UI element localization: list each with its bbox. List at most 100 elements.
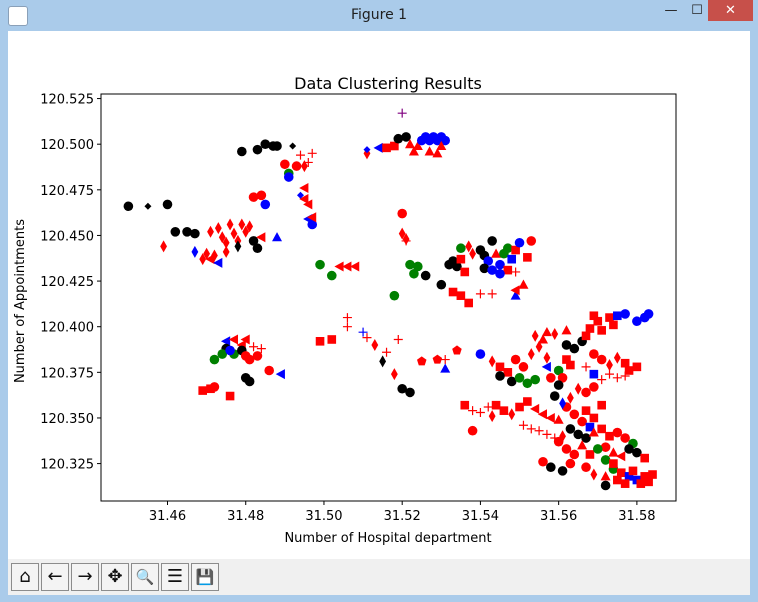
data-point [510, 354, 521, 365]
data-point [409, 268, 419, 279]
data-point [503, 368, 513, 377]
close-button[interactable]: ✕ [708, 0, 753, 21]
data-point [608, 447, 619, 457]
data-point [488, 410, 496, 423]
data-point [609, 459, 618, 468]
data-point [648, 470, 657, 479]
data-point [597, 400, 606, 410]
data-point [495, 259, 505, 270]
data-point [499, 406, 509, 415]
data-point [569, 343, 580, 354]
data-point [518, 279, 529, 289]
data-point [523, 397, 532, 406]
data-point [307, 212, 317, 223]
data-point [220, 336, 231, 347]
data-point [589, 413, 599, 423]
data-point [541, 326, 552, 337]
data-point [605, 369, 615, 379]
data-point [605, 431, 614, 441]
data-point [264, 365, 274, 376]
data-point [553, 436, 564, 447]
data-point [613, 311, 622, 321]
data-point [581, 362, 591, 372]
save-icon: 💾 [195, 568, 215, 586]
data-point [628, 466, 638, 476]
pan-icon: ✥ [107, 566, 123, 587]
data-point [600, 480, 611, 491]
subplots-button[interactable]: ☰ [161, 563, 189, 591]
y-axis-label: Number of Appointments [13, 219, 28, 383]
home-button[interactable]: ⌂ [11, 563, 39, 591]
data-point [522, 378, 533, 389]
data-point [405, 387, 415, 398]
save-button[interactable]: 💾 [191, 563, 219, 591]
data-point [401, 132, 411, 142]
data-point [275, 369, 285, 380]
forward-icon: → [77, 566, 93, 587]
data-point [379, 355, 387, 368]
data-point [248, 236, 259, 246]
data-point [624, 472, 634, 481]
figure-canvas[interactable]: Data Clustering Results 31.46 31.48 31.50 3… [8, 31, 750, 559]
data-point [405, 259, 415, 270]
data-point [526, 424, 536, 434]
data-point [452, 261, 462, 272]
minimize-button[interactable]: — [664, 3, 678, 18]
data-point [252, 351, 263, 361]
data-point [511, 245, 520, 255]
x-tick-label: 31.56 [540, 509, 577, 524]
data-point [252, 144, 263, 155]
x-axis-label: Number of Hospital department [284, 531, 491, 546]
data-point [616, 468, 626, 478]
y-tick-label: 120.400 [40, 321, 94, 336]
data-point [600, 471, 611, 481]
data-point [503, 243, 513, 254]
y-tick-label: 120.475 [40, 184, 94, 199]
zoom-button[interactable]: 🔍 [131, 563, 159, 591]
data-point [350, 261, 360, 272]
maximize-button[interactable]: ☐ [691, 3, 703, 18]
data-point [413, 261, 423, 272]
data-point [600, 455, 611, 465]
data-point [289, 142, 297, 150]
data-point [307, 219, 318, 230]
data-points [123, 108, 657, 491]
data-point [307, 148, 317, 158]
data-point [644, 477, 653, 487]
data-point [191, 245, 199, 258]
back-button[interactable]: ← [41, 563, 69, 591]
data-point [553, 380, 564, 390]
x-tick-label: 31.58 [618, 509, 655, 524]
data-point [182, 226, 192, 237]
data-point [465, 240, 473, 253]
data-point [561, 325, 572, 335]
data-point [225, 391, 235, 401]
pan-button[interactable]: ✥ [101, 563, 129, 591]
data-point [592, 444, 603, 454]
forward-button[interactable]: → [71, 563, 99, 591]
data-point [589, 369, 599, 379]
data-point [190, 228, 200, 239]
data-point [252, 243, 263, 254]
data-point [546, 462, 556, 473]
data-point [577, 416, 587, 427]
data-point [535, 340, 543, 353]
data-point [526, 236, 537, 246]
navigation-toolbar: ⌂ ← → ✥ 🔍 ☰ 💾 [8, 559, 750, 595]
data-point [420, 270, 431, 281]
data-point [199, 253, 207, 266]
data-point [503, 265, 513, 275]
data-point [283, 172, 294, 182]
data-point [363, 147, 371, 160]
data-point [373, 142, 383, 153]
data-point [640, 453, 650, 463]
subplots-icon: ☰ [166, 566, 184, 587]
data-point [240, 334, 250, 345]
data-point [280, 159, 290, 170]
data-point [590, 468, 598, 481]
data-point [242, 225, 250, 238]
data-point [144, 202, 152, 210]
data-point [581, 433, 591, 443]
data-point [452, 345, 462, 355]
data-point [237, 146, 247, 157]
